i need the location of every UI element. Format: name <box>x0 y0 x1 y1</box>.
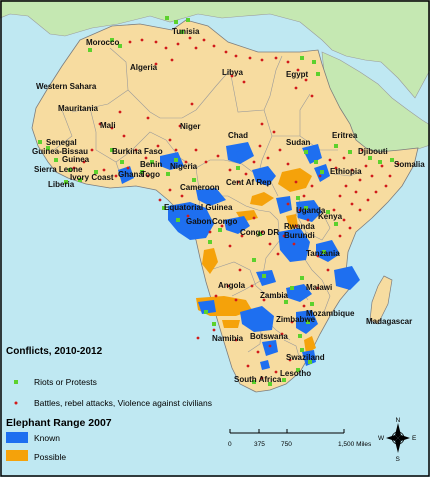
label-eritrea: Eritrea <box>332 131 358 140</box>
label-uganda: Uganda <box>296 206 326 215</box>
label-senegal: Senegal <box>46 138 77 147</box>
scale-tick-1500: 1,500 Miles <box>338 441 372 448</box>
compass-rose-icon: N S E W <box>378 417 417 463</box>
label-botswana: Botswana <box>250 332 288 341</box>
scale-tick-0: 0 <box>228 441 232 448</box>
label-egypt: Egypt <box>286 70 309 79</box>
label-swaziland: Swaziland <box>286 353 325 362</box>
label-niger: Niger <box>180 122 200 131</box>
label-morocco: Morocco <box>86 38 119 47</box>
label-western-sahara: Western Sahara <box>36 82 97 91</box>
label-congo-dr: Congo DR <box>240 228 279 237</box>
label-angola: Angola <box>218 281 246 290</box>
label-cameroon: Cameroon <box>180 183 220 192</box>
label-tanzania: Tanzania <box>306 249 340 258</box>
label-namibia: Namibia <box>212 334 244 343</box>
legend-known-swatch <box>6 432 28 443</box>
compass-south: S <box>396 456 401 463</box>
scale-tick-375: 375 <box>254 441 265 448</box>
label-algeria: Algeria <box>130 63 158 72</box>
label-congo: Congo <box>212 217 237 226</box>
label-madagascar: Madagascar <box>366 317 412 326</box>
label-chad: Chad <box>228 131 248 140</box>
riot-markers <box>38 16 394 386</box>
legend-riot-swatch <box>14 380 18 384</box>
label-lesotho: Lesotho <box>280 369 311 378</box>
label-gabon: Gabon <box>186 217 211 226</box>
compass-west: W <box>378 435 385 442</box>
label-south-africa: South Africa <box>234 375 282 384</box>
label-malawi: Malawi <box>306 283 332 292</box>
legend-possible-label: Possible <box>34 452 66 462</box>
scale-tick-750: 750 <box>281 441 292 448</box>
label-togo: Togo <box>141 170 160 179</box>
label-somalia: Somalia <box>394 160 425 169</box>
label-cent-af-rep: Cent Af Rep <box>226 178 272 187</box>
country-labels: Tunisia Morocco Algeria Libya Egypt West… <box>32 27 425 384</box>
legend-conflicts-title: Conflicts, 2010-2012 <box>6 346 103 357</box>
label-nigeria: Nigeria <box>170 162 198 171</box>
label-equatorial-guinea: Equatorial Guinea <box>164 203 233 212</box>
label-rwanda: Rwanda <box>284 222 315 231</box>
label-mozambique: Mozambique <box>306 309 355 318</box>
label-benin: Benin <box>140 160 162 169</box>
label-liberia: Liberia <box>48 180 75 189</box>
label-tunisia: Tunisia <box>172 27 200 36</box>
battle-markers <box>72 36 400 380</box>
europe-land <box>0 0 430 99</box>
legend-battle-label: Battles, rebel attacks, Violence against… <box>34 398 212 408</box>
label-burundi: Burundi <box>284 231 315 240</box>
label-zimbabwe: Zimbabwe <box>276 315 316 324</box>
label-sudan: Sudan <box>286 138 311 147</box>
legend-battle-swatch <box>14 401 18 405</box>
label-kenya: Kenya <box>318 212 343 221</box>
madagascar <box>369 275 393 325</box>
label-guinea: Guinea <box>62 155 90 164</box>
label-burkina-faso: Burkina Faso <box>112 147 163 156</box>
label-djibouti: Djibouti <box>358 147 388 156</box>
label-mali: Mali <box>100 121 116 130</box>
label-ghana: Ghana <box>118 170 143 179</box>
legend-known-label: Known <box>34 433 60 443</box>
scale-bar: 0 375 750 1,500 Miles <box>228 429 372 448</box>
label-mauritania: Mauritania <box>58 104 99 113</box>
compass-east: E <box>412 435 417 442</box>
legend-riot-label: Riots or Protests <box>34 377 97 387</box>
label-libya: Libya <box>222 68 243 77</box>
legend-elephant-title: Elephant Range 2007 <box>6 417 112 429</box>
compass-north: N <box>396 417 401 424</box>
label-guinea-bissau: Guinea-Bissau <box>32 147 88 156</box>
legend-possible-swatch <box>6 450 28 461</box>
label-ethiopia: Ethiopia <box>330 167 362 176</box>
africa-land <box>31 19 419 393</box>
label-ivory-coast: Ivory Coast <box>70 173 114 182</box>
label-sierra-leone: Sierra Leone <box>34 165 83 174</box>
legend: Conflicts, 2010-2012 Riots or Protests B… <box>6 346 212 462</box>
label-zambia: Zambia <box>260 291 289 300</box>
